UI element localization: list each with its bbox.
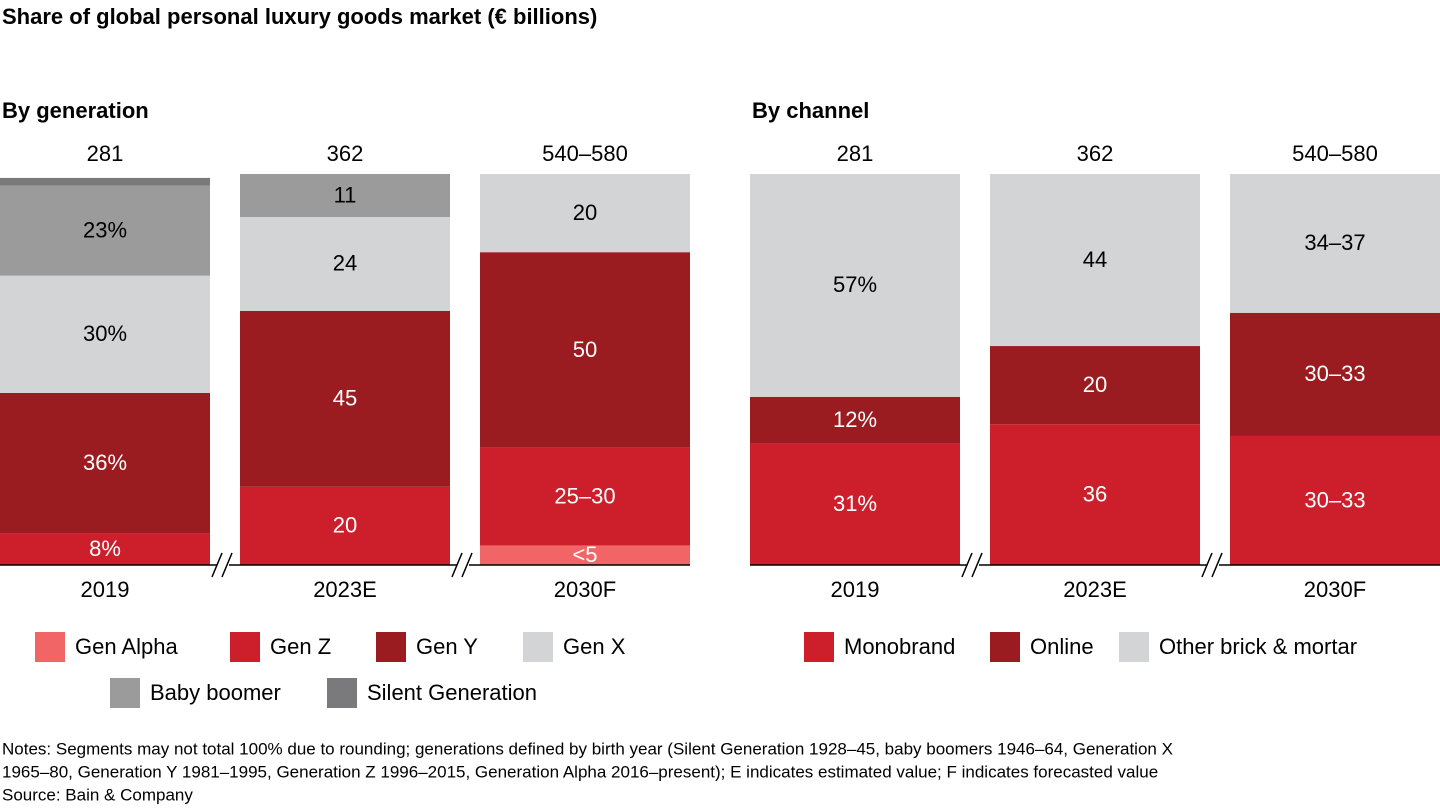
bar-segment (240, 217, 450, 311)
data-label: 50 (573, 337, 597, 362)
axis-break (971, 552, 983, 578)
data-label: 12% (833, 407, 877, 432)
bar-segment (990, 346, 1200, 425)
legend-label: Gen X (563, 634, 626, 659)
total-label: 540–580 (1292, 141, 1378, 166)
data-label: 44 (1083, 247, 1107, 272)
note: Source: Bain & Company (2, 785, 193, 804)
axis-break-gap (967, 561, 979, 569)
legend-swatch (327, 678, 357, 708)
data-label: 57% (833, 272, 877, 297)
chart-title: Share of global personal luxury goods ma… (2, 4, 597, 29)
data-label: 30–33 (1304, 361, 1365, 386)
note: Notes: Segments may not total 100% due t… (2, 739, 1173, 758)
axis-break (451, 552, 463, 578)
x-tick-label: 2030F (1304, 577, 1366, 602)
bar-segment (1230, 174, 1440, 313)
legend-swatch (376, 632, 406, 662)
data-label: 30% (83, 321, 127, 346)
legend-swatch (110, 678, 140, 708)
bar-segment (1230, 435, 1440, 565)
legend-label: Monobrand (844, 634, 955, 659)
bar-segment (480, 545, 690, 565)
total-label: 281 (837, 141, 874, 166)
x-tick-label: 2030F (554, 577, 616, 602)
chart-subtitle: By channel (752, 98, 869, 123)
bar-segment (0, 275, 210, 393)
data-label: 31% (833, 491, 877, 516)
x-tick-label: 2023E (313, 577, 377, 602)
legend-swatch (990, 632, 1020, 662)
axis-break (1211, 552, 1223, 578)
axis-break-gap (1207, 561, 1219, 569)
bar-segment (0, 185, 210, 276)
x-tick-label: 2019 (81, 577, 130, 602)
axis-break (211, 552, 223, 578)
data-label: 24 (333, 251, 357, 276)
bar-segment (240, 486, 450, 565)
data-label: 23% (83, 218, 127, 243)
legend-swatch (35, 632, 65, 662)
bar-segment (480, 447, 690, 546)
data-label: 20 (333, 513, 357, 538)
data-label: <5 (572, 542, 597, 567)
bar-segment (480, 174, 690, 253)
data-label: 30–33 (1304, 487, 1365, 512)
data-label: 8% (89, 536, 121, 561)
legend-label: Baby boomer (150, 680, 281, 705)
total-label: 362 (327, 141, 364, 166)
x-tick-label: 2019 (831, 577, 880, 602)
axis-break (1201, 552, 1213, 578)
bar-segment (750, 174, 960, 397)
bar-segment (750, 396, 960, 444)
total-label: 281 (87, 141, 124, 166)
legend-swatch (230, 632, 260, 662)
data-label: 45 (333, 386, 357, 411)
data-label: 34–37 (1304, 230, 1365, 255)
bar-segment (240, 174, 450, 218)
bar-segment (0, 533, 210, 565)
axis-break (461, 552, 473, 578)
legend-label: Other brick & mortar (1159, 634, 1357, 659)
bar-segment (480, 252, 690, 448)
data-label: 20 (573, 200, 597, 225)
total-label: 362 (1077, 141, 1114, 166)
axis-break (961, 552, 973, 578)
bar-segment (0, 177, 210, 186)
legend-label: Gen Alpha (75, 634, 179, 659)
legend-label: Silent Generation (367, 680, 537, 705)
data-label: 25–30 (554, 483, 615, 508)
total-label: 540–580 (542, 141, 628, 166)
axis-break-gap (217, 561, 229, 569)
legend-swatch (523, 632, 553, 662)
data-label: 20 (1083, 372, 1107, 397)
bar-segment (990, 174, 1200, 347)
bar-segment (240, 310, 450, 487)
bar-segment (0, 392, 210, 534)
legend-swatch (804, 632, 834, 662)
data-label: 36% (83, 450, 127, 475)
bar-segment (990, 424, 1200, 565)
bar-segment (750, 443, 960, 565)
note: 1965–80, Generation Y 1981–1995, Generat… (2, 762, 1158, 781)
axis-break-gap (457, 561, 469, 569)
axis-break (221, 552, 233, 578)
data-label: 11 (334, 182, 357, 207)
legend-label: Gen Y (416, 634, 478, 659)
bar-segment (1230, 312, 1440, 436)
legend-label: Gen Z (270, 634, 331, 659)
legend-swatch (1119, 632, 1149, 662)
data-label: 36 (1083, 481, 1107, 506)
legend-label: Online (1030, 634, 1094, 659)
x-tick-label: 2023E (1063, 577, 1127, 602)
chart-subtitle: By generation (2, 98, 149, 123)
